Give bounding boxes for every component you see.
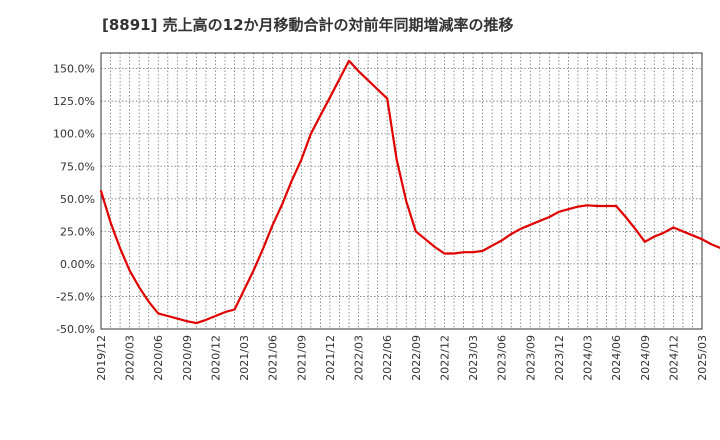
x-tick-label: 2020/09 [181, 335, 194, 381]
y-tick-label: 125.0% [53, 95, 95, 108]
x-tick-label: 2024/09 [639, 335, 652, 381]
x-tick-label: 2022/06 [381, 335, 394, 381]
x-tick-label: 2021/09 [295, 335, 308, 381]
x-tick-label: 2021/12 [324, 335, 337, 381]
x-tick-label: 2019/12 [95, 335, 108, 381]
series-line [99, 59, 720, 325]
x-tick-label: 2023/12 [553, 335, 566, 381]
plot-frame [100, 52, 703, 330]
x-tick-label: 2021/03 [238, 335, 251, 381]
x-tick-label: 2020/12 [209, 335, 222, 381]
y-tick-label: 0.00% [60, 258, 95, 271]
x-tick-label: 2023/09 [524, 335, 537, 381]
x-tick-label: 2022/09 [410, 335, 423, 381]
series-layer [99, 59, 720, 325]
y-tick-label: -50.0% [56, 323, 95, 336]
x-tick-label: 2020/03 [124, 335, 137, 381]
x-tick-label: 2023/03 [467, 335, 480, 381]
y-tick-label: 75.0% [60, 160, 95, 173]
chart-title: [8891] 売上高の12か月移動合計の対前年同期増減率の推移 [102, 16, 514, 34]
x-tick-label: 2025/03 [696, 335, 709, 381]
x-tick-label: 2023/06 [496, 335, 509, 381]
x-tick-label: 2022/03 [353, 335, 366, 381]
y-tick-label: -25.0% [56, 290, 95, 303]
y-tick-label: 100.0% [53, 128, 95, 141]
x-tick-label: 2021/06 [267, 335, 280, 381]
y-axis-ticks: -50.0% -25.0% 0.00% 25.0% 50.0% 75.0% 100.0% 12… [53, 63, 95, 336]
x-tick-label: 2020/06 [152, 335, 165, 381]
x-tick-label: 2024/06 [610, 335, 623, 381]
y-tick-label: 25.0% [60, 225, 95, 238]
y-tick-label: 50.0% [60, 193, 95, 206]
x-axis-ticks: 2019/12 2020/03 2020/06 2020/09 2020/12 2021/… [95, 335, 709, 381]
x-tick-label: 2024/03 [582, 335, 595, 381]
x-tick-label: 2024/12 [667, 335, 680, 381]
x-tick-label: 2022/12 [438, 335, 451, 381]
grid [101, 53, 702, 330]
y-tick-label: 150.0% [53, 63, 95, 76]
